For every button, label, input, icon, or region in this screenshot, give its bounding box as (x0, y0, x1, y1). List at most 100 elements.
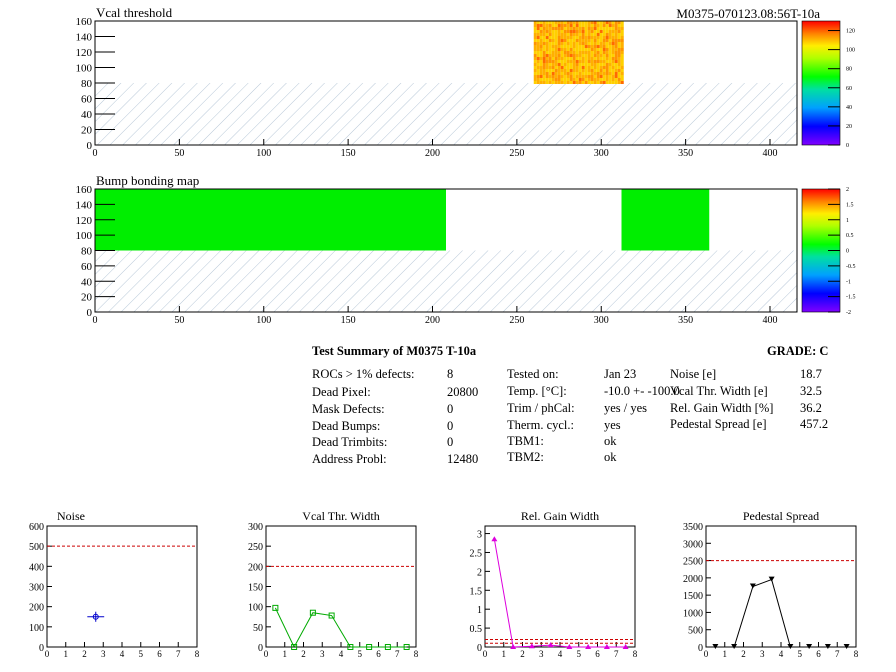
threshold-pixel (542, 45, 546, 48)
x-tick-label: 50 (174, 315, 184, 326)
threshold-pixel (590, 42, 594, 45)
plot-title: Vcal Thr. Width (302, 509, 379, 523)
x-tick-label: 0 (93, 315, 98, 326)
threshold-pixel (617, 39, 621, 42)
header-id: M0375-070123.08:56T-10a (676, 6, 820, 21)
threshold-pixel (605, 66, 609, 69)
threshold-pixel (563, 51, 567, 54)
threshold-pixel (581, 42, 585, 45)
y-tick-label: 2.5 (470, 548, 483, 559)
threshold-pixel (536, 42, 540, 45)
threshold-pixel (614, 33, 618, 36)
threshold-pixel (548, 81, 552, 84)
threshold-pixel (593, 81, 597, 84)
threshold-pixel (560, 57, 564, 60)
threshold-pixel (548, 24, 552, 27)
x-tick-label: 6 (157, 649, 162, 659)
threshold-pixel (533, 21, 537, 24)
summary-value: 0 (447, 402, 454, 416)
threshold-pixel (590, 81, 594, 84)
threshold-pixel (608, 36, 612, 39)
threshold-pixel (617, 81, 621, 84)
threshold-pixel (536, 27, 540, 30)
threshold-pixel (533, 24, 537, 27)
summary-label: Temp. [°C]: (507, 384, 567, 398)
threshold-pixel (596, 60, 600, 63)
threshold-pixel (590, 30, 594, 33)
data-point (749, 583, 756, 589)
summary-value: ok (604, 450, 617, 464)
threshold-pixel (572, 51, 576, 54)
threshold-pixel (596, 45, 600, 48)
threshold-pixel (611, 36, 615, 39)
threshold-pixel (533, 51, 537, 54)
threshold-pixel (590, 72, 594, 75)
threshold-pixel (569, 51, 573, 54)
y-tick-label: 500 (29, 542, 44, 553)
data-point (366, 644, 373, 650)
threshold-pixel (545, 69, 549, 72)
threshold-pixel (617, 30, 621, 33)
threshold-pixel (542, 27, 546, 30)
colorbar-tick-label: 0 (846, 143, 849, 149)
threshold-pixel (587, 78, 591, 81)
threshold-pixel (563, 39, 567, 42)
data-point (787, 644, 794, 649)
threshold-pixel (542, 75, 546, 78)
threshold-pixel (608, 39, 612, 42)
threshold-pixel (554, 57, 558, 60)
threshold-pixel (539, 21, 543, 24)
threshold-pixel (599, 69, 603, 72)
threshold-pixel (548, 72, 552, 75)
threshold-pixel (545, 45, 549, 48)
threshold-pixel (542, 60, 546, 63)
threshold-pixel (584, 48, 588, 51)
threshold-pixel (593, 48, 597, 51)
threshold-pixel (617, 42, 621, 45)
threshold-pixel (599, 30, 603, 33)
threshold-pixel (590, 66, 594, 69)
threshold-pixel (578, 48, 582, 51)
threshold-pixel (542, 21, 546, 24)
threshold-pixel (590, 24, 594, 27)
threshold-pixel (602, 30, 606, 33)
x-tick-label: 150 (341, 315, 356, 326)
threshold-pixel (620, 45, 624, 48)
threshold-pixel (596, 42, 600, 45)
threshold-pixel (599, 21, 603, 24)
threshold-pixel (569, 66, 573, 69)
threshold-pixel (614, 45, 618, 48)
threshold-pixel (557, 54, 561, 57)
threshold-pixel (554, 63, 558, 66)
threshold-pixel (554, 69, 558, 72)
threshold-pixel (572, 75, 576, 78)
threshold-pixel (551, 21, 555, 24)
threshold-pixel (587, 69, 591, 72)
threshold-pixel (563, 75, 567, 78)
threshold-pixel (551, 75, 555, 78)
threshold-pixel (584, 51, 588, 54)
threshold-pixel (539, 33, 543, 36)
threshold-pixel (620, 36, 624, 39)
threshold-pixel (545, 72, 549, 75)
threshold-pixel (566, 48, 570, 51)
threshold-pixel (620, 39, 624, 42)
threshold-pixel (557, 30, 561, 33)
threshold-pixel (557, 42, 561, 45)
threshold-pixel (614, 54, 618, 57)
threshold-pixel (605, 24, 609, 27)
threshold-pixel (617, 51, 621, 54)
threshold-pixel (548, 78, 552, 81)
threshold-pixel (533, 78, 537, 81)
y-tick-label: 150 (248, 583, 263, 594)
threshold-pixel (587, 57, 591, 60)
threshold-pixel (617, 57, 621, 60)
threshold-pixel (584, 54, 588, 57)
y-tick-label: 160 (76, 184, 93, 196)
threshold-pixel (590, 51, 594, 54)
threshold-pixel (539, 27, 543, 30)
threshold-pixel (590, 75, 594, 78)
threshold-pixel (599, 57, 603, 60)
threshold-pixel (611, 39, 615, 42)
y-tick-label: 1 (477, 605, 482, 616)
